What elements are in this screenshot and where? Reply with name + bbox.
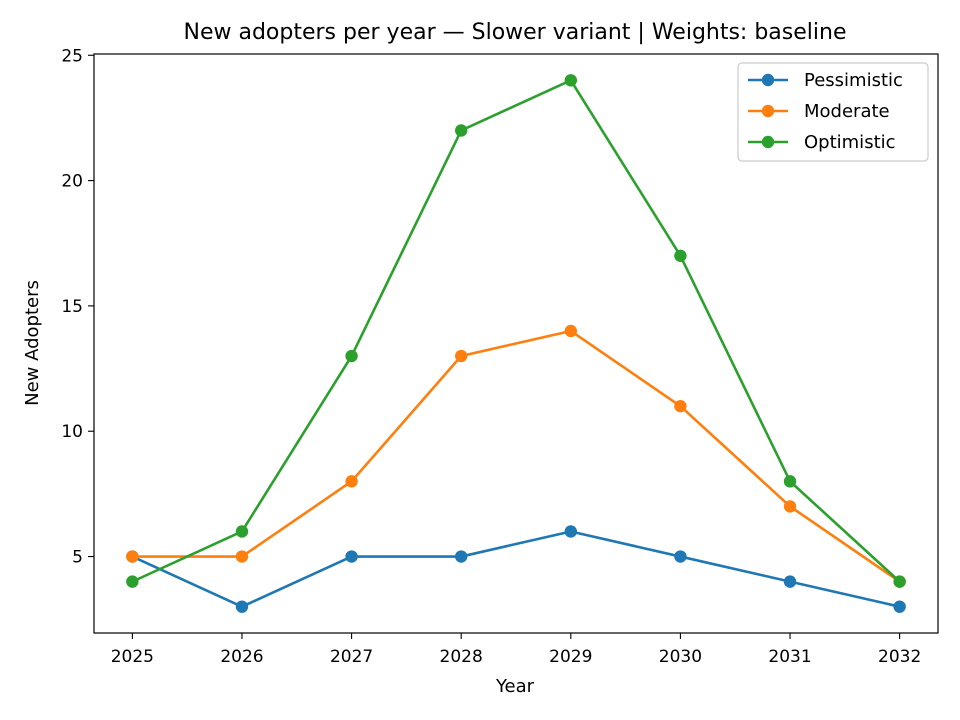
axes: 2025 2026 2027 2028 2029 2030 2031 203251015202… xyxy=(61,46,939,667)
data-point xyxy=(126,575,139,588)
x-tick-label: 2031 xyxy=(768,647,811,667)
data-point xyxy=(674,249,687,262)
series-pessimistic xyxy=(126,525,906,613)
data-point xyxy=(783,575,797,588)
x-tick-label: 2025 xyxy=(111,647,154,667)
data-point xyxy=(235,550,249,563)
x-tick-label: 2028 xyxy=(440,647,483,667)
data-point xyxy=(893,575,906,588)
legend-marker xyxy=(761,104,775,118)
data-point xyxy=(235,600,249,613)
chart-title: New adopters per year — Slower variant |… xyxy=(184,20,847,45)
data-point xyxy=(454,349,468,363)
x-tick-label: 2027 xyxy=(330,647,373,667)
series-moderate xyxy=(126,324,906,588)
series-line xyxy=(131,530,900,608)
x-tick-label: 2030 xyxy=(659,647,702,667)
data-point xyxy=(674,399,687,413)
legend-label: Moderate xyxy=(804,101,890,122)
y-tick-label: 15 xyxy=(61,297,83,317)
legend-box xyxy=(737,62,929,162)
data-point xyxy=(345,475,358,488)
data-point xyxy=(564,525,578,538)
y-axis-label: New Adopters xyxy=(22,280,43,406)
data-point xyxy=(564,74,578,87)
data-point xyxy=(783,500,797,513)
data-point xyxy=(783,475,797,488)
y-tick-label: 25 xyxy=(61,46,83,66)
y-tick-label: 10 xyxy=(61,422,83,442)
legend: Pessimistic Moderate Optimistic xyxy=(737,62,929,162)
legend-marker xyxy=(761,135,775,149)
legend-marker xyxy=(761,73,775,87)
legend-item: Pessimistic xyxy=(748,70,903,91)
series-optimistic xyxy=(126,74,906,588)
data-point xyxy=(345,550,358,563)
x-tick-label: 2032 xyxy=(878,647,921,667)
data-point xyxy=(893,600,906,613)
legend-item: Moderate xyxy=(748,101,890,122)
legend-item: Optimistic xyxy=(748,132,896,153)
data-point xyxy=(674,550,687,563)
x-tick-label: 2026 xyxy=(220,647,263,667)
series-layer xyxy=(126,74,906,613)
data-point xyxy=(126,550,139,563)
legend-label: Optimistic xyxy=(804,132,896,153)
y-tick-label: 5 xyxy=(72,548,83,568)
x-tick-label: 2029 xyxy=(549,647,592,667)
axes-frame xyxy=(93,53,939,634)
x-axis-label: Year xyxy=(495,676,535,697)
series-line xyxy=(131,79,901,583)
data-point xyxy=(235,525,249,538)
data-point xyxy=(564,324,578,338)
data-point xyxy=(345,349,358,363)
legend-label: Pessimistic xyxy=(804,70,903,91)
series-line xyxy=(132,329,901,583)
data-point xyxy=(454,550,468,563)
y-tick-label: 20 xyxy=(61,172,83,192)
data-point xyxy=(454,124,468,137)
